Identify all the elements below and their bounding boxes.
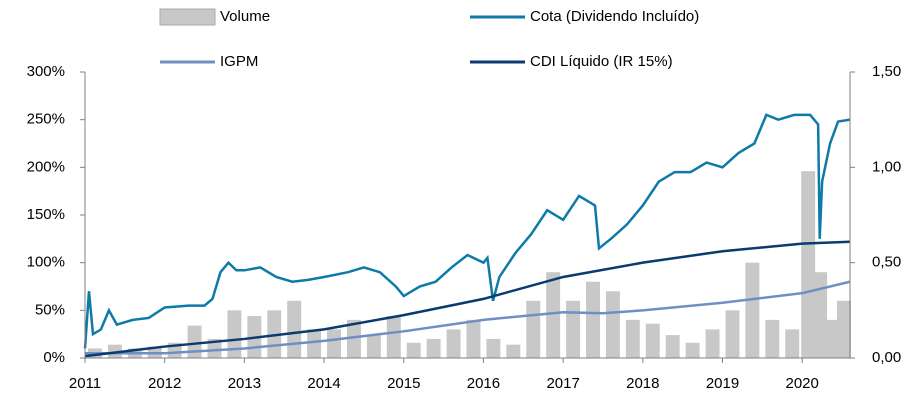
y2-tick-label: 1,50: [872, 63, 901, 80]
series-line: [83, 113, 851, 349]
volume-bar: [625, 319, 640, 358]
volume-bar: [546, 272, 561, 358]
volume-bar: [466, 319, 481, 358]
y2-tick-label: 0,50: [872, 254, 901, 271]
x-tick-label: 2011: [69, 375, 101, 392]
volume-bar: [506, 344, 521, 358]
legend-swatch: [159, 8, 216, 26]
y-tick-label: 150%: [27, 206, 65, 223]
y-tick-label: 250%: [27, 111, 65, 128]
volume-bar: [605, 291, 620, 358]
volume-bar: [765, 319, 780, 358]
volume-bar: [486, 338, 501, 358]
volume-bar: [837, 300, 851, 358]
volume-bar: [785, 329, 800, 358]
volume-bar: [685, 342, 700, 358]
x-tick-label: 2019: [706, 375, 739, 392]
series-line: [84, 240, 851, 358]
y2-tick-label: 0,00: [872, 349, 901, 366]
x-tick-label: 2012: [148, 375, 181, 392]
legend-label: Volume: [220, 8, 270, 25]
y-tick-label: 300%: [27, 63, 65, 80]
x-tick-label: 2017: [546, 375, 579, 392]
volume-bar: [586, 281, 600, 358]
volume-bar: [705, 329, 720, 358]
x-tick-label: 2014: [307, 375, 340, 392]
volume-bar: [801, 171, 816, 358]
legend-label: Cota (Dividendo Incluído): [530, 8, 699, 25]
volume-bar: [645, 323, 660, 358]
y2-tick-label: 1,00: [872, 158, 901, 175]
volume-bar: [566, 300, 581, 358]
volume-bar: [207, 338, 222, 358]
y-tick-label: 200%: [27, 158, 65, 175]
volume-bar: [426, 338, 441, 358]
volume-bar: [813, 272, 828, 358]
x-tick-label: 2016: [467, 375, 500, 392]
volume-bar: [745, 262, 760, 358]
volume-bar: [366, 335, 381, 358]
volume-bar: [526, 300, 541, 358]
volume-bar: [287, 300, 302, 358]
x-tick-label: 2020: [786, 375, 819, 392]
volume-bar: [665, 335, 680, 358]
volume-bar: [825, 319, 840, 358]
x-tick-label: 2018: [626, 375, 659, 392]
volume-bar: [386, 316, 401, 358]
legend-label: IGPM: [220, 53, 258, 70]
legend-label: CDI Líquido (IR 15%): [530, 53, 673, 70]
x-tick-label: 2015: [387, 375, 420, 392]
volume-bar: [187, 325, 202, 358]
volume-bar: [227, 310, 242, 358]
y-tick-label: 50%: [35, 301, 65, 318]
y-tick-label: 100%: [27, 254, 65, 271]
volume-bar: [446, 329, 461, 358]
series-line: [85, 280, 851, 355]
volume-bar: [725, 310, 740, 358]
volume-bar: [406, 342, 421, 358]
volume-bar: [327, 329, 341, 358]
y-tick-label: 0%: [43, 349, 65, 366]
x-tick-label: 2013: [228, 375, 261, 392]
volume-bar: [307, 329, 322, 358]
volume-bar: [346, 319, 361, 358]
